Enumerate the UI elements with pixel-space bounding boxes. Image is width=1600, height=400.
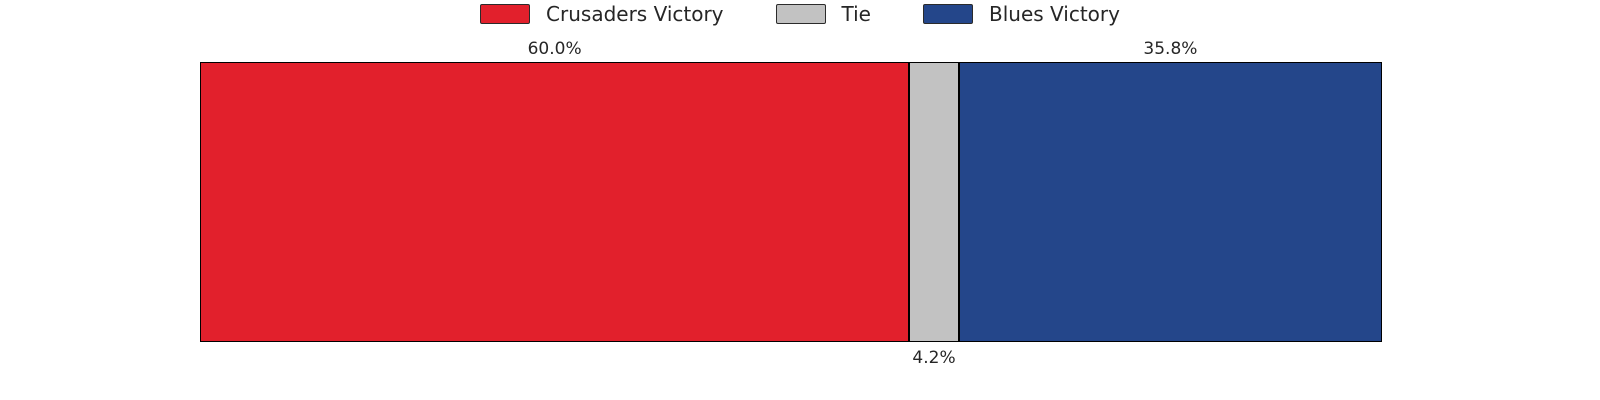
legend-swatch-icon bbox=[922, 4, 973, 24]
bar-segment-blues-victory bbox=[958, 62, 1382, 342]
legend: Crusaders Victory Tie Blues Victory bbox=[0, 3, 1600, 25]
legend-swatch-icon bbox=[480, 4, 531, 24]
segment-value-label-tie: 4.2% bbox=[912, 348, 956, 368]
bar-segment-crusaders-victory bbox=[200, 62, 910, 342]
legend-entry-tie: Tie bbox=[775, 2, 871, 26]
segment-value-label-blues-victory: 35.8% bbox=[1143, 39, 1198, 59]
bar-segment-tie bbox=[909, 62, 959, 342]
segment-value-label-crusaders-victory: 60.0% bbox=[527, 39, 582, 59]
legend-swatch-icon bbox=[775, 4, 826, 24]
stacked-bar: 60.0% 4.2% 35.8% bbox=[200, 39, 1382, 368]
legend-label: Crusaders Victory bbox=[546, 2, 724, 26]
legend-entry-crusaders-victory: Crusaders Victory bbox=[480, 2, 724, 26]
legend-label: Blues Victory bbox=[988, 2, 1120, 26]
legend-entry-blues-victory: Blues Victory bbox=[922, 2, 1120, 26]
legend-label: Tie bbox=[841, 2, 871, 26]
